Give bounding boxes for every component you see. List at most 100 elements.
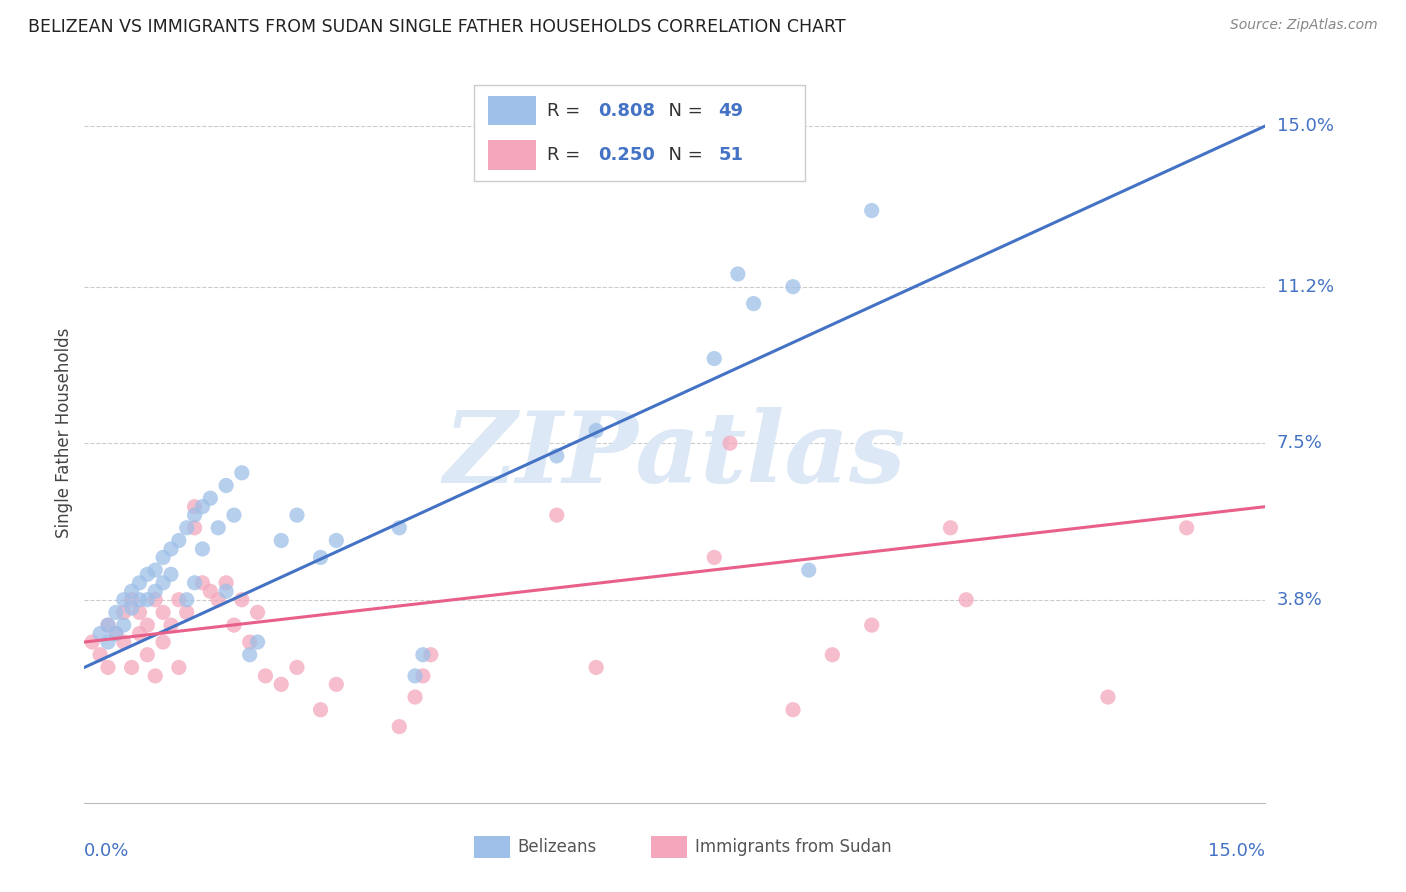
Point xyxy=(143,592,166,607)
Point xyxy=(160,567,183,582)
Point xyxy=(207,592,229,607)
Point xyxy=(128,606,150,620)
Point xyxy=(270,533,292,548)
Point xyxy=(136,567,159,582)
Point xyxy=(136,618,159,632)
Point xyxy=(104,626,127,640)
Point xyxy=(955,592,977,607)
Text: 0.0%: 0.0% xyxy=(84,842,129,860)
Text: Belizeans: Belizeans xyxy=(517,838,598,856)
Point xyxy=(97,618,120,632)
Point xyxy=(121,660,143,674)
Point xyxy=(860,618,883,632)
Text: 0.808: 0.808 xyxy=(598,102,655,120)
Point xyxy=(89,626,111,640)
Text: Source: ZipAtlas.com: Source: ZipAtlas.com xyxy=(1230,18,1378,32)
Point xyxy=(782,279,804,293)
FancyBboxPatch shape xyxy=(488,95,536,126)
Point xyxy=(112,606,135,620)
Point xyxy=(152,635,174,649)
Point xyxy=(112,618,135,632)
Point xyxy=(176,606,198,620)
Point xyxy=(239,648,262,662)
Point xyxy=(585,660,607,674)
Text: N =: N = xyxy=(657,102,709,120)
Text: R =: R = xyxy=(547,146,586,164)
Point xyxy=(97,660,120,674)
Point xyxy=(121,592,143,607)
Point xyxy=(285,508,308,522)
Point xyxy=(585,424,607,438)
Point xyxy=(200,584,222,599)
Point xyxy=(239,635,262,649)
Text: R =: R = xyxy=(547,102,586,120)
Point xyxy=(309,703,332,717)
Point xyxy=(128,626,150,640)
Point xyxy=(167,660,190,674)
Point xyxy=(183,521,205,535)
Text: N =: N = xyxy=(657,146,709,164)
Point xyxy=(128,575,150,590)
Point xyxy=(97,635,120,649)
Point xyxy=(215,575,238,590)
Point xyxy=(404,669,426,683)
Point xyxy=(104,626,127,640)
Point xyxy=(703,351,725,366)
Point xyxy=(121,584,143,599)
Point xyxy=(782,703,804,717)
Point xyxy=(191,541,214,556)
FancyBboxPatch shape xyxy=(488,140,536,169)
Point xyxy=(1175,521,1198,535)
Point xyxy=(176,521,198,535)
Point xyxy=(152,606,174,620)
Point xyxy=(121,601,143,615)
Point xyxy=(231,466,253,480)
Point xyxy=(167,592,190,607)
Point xyxy=(231,592,253,607)
Text: 3.8%: 3.8% xyxy=(1277,591,1322,608)
Point xyxy=(152,550,174,565)
Point xyxy=(183,508,205,522)
Point xyxy=(97,618,120,632)
Point xyxy=(742,296,765,310)
Point xyxy=(207,521,229,535)
Point xyxy=(183,500,205,514)
Point xyxy=(1097,690,1119,704)
Point xyxy=(546,449,568,463)
Point xyxy=(222,618,245,632)
Text: Immigrants from Sudan: Immigrants from Sudan xyxy=(695,838,891,856)
Point xyxy=(309,550,332,565)
Text: 0.250: 0.250 xyxy=(598,146,655,164)
Point xyxy=(82,635,104,649)
Point xyxy=(546,508,568,522)
Point xyxy=(821,648,844,662)
Point xyxy=(191,575,214,590)
Point xyxy=(246,606,269,620)
Text: BELIZEAN VS IMMIGRANTS FROM SUDAN SINGLE FATHER HOUSEHOLDS CORRELATION CHART: BELIZEAN VS IMMIGRANTS FROM SUDAN SINGLE… xyxy=(28,18,846,36)
Point xyxy=(718,436,741,450)
Point xyxy=(412,669,434,683)
FancyBboxPatch shape xyxy=(474,85,804,181)
Point xyxy=(89,648,111,662)
Point xyxy=(215,478,238,492)
Point xyxy=(388,720,411,734)
Point xyxy=(222,508,245,522)
Point xyxy=(727,267,749,281)
Point xyxy=(143,669,166,683)
Point xyxy=(860,203,883,218)
Text: 11.2%: 11.2% xyxy=(1277,277,1334,295)
Point xyxy=(152,575,174,590)
Text: 7.5%: 7.5% xyxy=(1277,434,1323,452)
Text: ZIPatlas: ZIPatlas xyxy=(444,407,905,503)
Point xyxy=(797,563,820,577)
Point xyxy=(325,677,347,691)
Point xyxy=(176,592,198,607)
Point xyxy=(167,533,190,548)
Point xyxy=(160,541,183,556)
Text: 49: 49 xyxy=(718,102,744,120)
Point xyxy=(191,500,214,514)
Y-axis label: Single Father Households: Single Father Households xyxy=(55,327,73,538)
Point xyxy=(143,584,166,599)
Point xyxy=(143,563,166,577)
Point xyxy=(325,533,347,548)
